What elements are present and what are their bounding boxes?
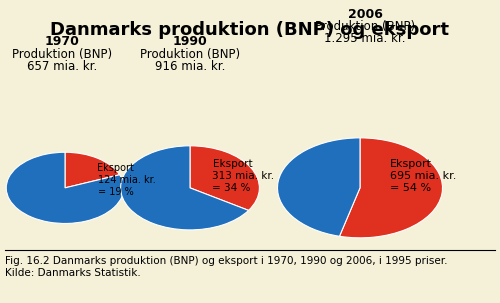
Text: 313 mia. kr.: 313 mia. kr. xyxy=(212,171,274,181)
Text: Eksport: Eksport xyxy=(98,163,134,173)
Text: 1.295 mia. kr.: 1.295 mia. kr. xyxy=(324,32,406,45)
Text: = 19 %: = 19 % xyxy=(98,187,133,198)
Text: Eksport: Eksport xyxy=(212,158,252,169)
Text: 916 mia. kr.: 916 mia. kr. xyxy=(155,60,225,73)
Text: Eksport: Eksport xyxy=(390,158,432,169)
Text: 695 mia. kr.: 695 mia. kr. xyxy=(390,171,456,181)
Text: Danmarks produktion (BNP) og eksport: Danmarks produktion (BNP) og eksport xyxy=(50,21,450,39)
Text: Produktion (BNP): Produktion (BNP) xyxy=(315,20,415,33)
Text: Produktion (BNP): Produktion (BNP) xyxy=(12,48,112,61)
Wedge shape xyxy=(340,138,442,238)
Text: 124 mia. kr.: 124 mia. kr. xyxy=(98,175,155,185)
Text: 657 mia. kr.: 657 mia. kr. xyxy=(28,60,98,73)
Wedge shape xyxy=(190,146,260,210)
Text: Produktion (BNP): Produktion (BNP) xyxy=(140,48,240,61)
Wedge shape xyxy=(65,152,120,188)
Wedge shape xyxy=(278,138,360,236)
Wedge shape xyxy=(120,146,248,230)
Text: = 54 %: = 54 % xyxy=(390,183,431,193)
Text: 1990: 1990 xyxy=(172,35,208,48)
Text: 1970: 1970 xyxy=(45,35,80,48)
Text: 2006: 2006 xyxy=(348,8,382,21)
Text: Fig. 16.2 Danmarks produktion (BNP) og eksport i 1970, 1990 og 2006, i 1995 pris: Fig. 16.2 Danmarks produktion (BNP) og e… xyxy=(5,256,448,278)
Text: = 34 %: = 34 % xyxy=(212,183,251,193)
Wedge shape xyxy=(6,152,124,224)
